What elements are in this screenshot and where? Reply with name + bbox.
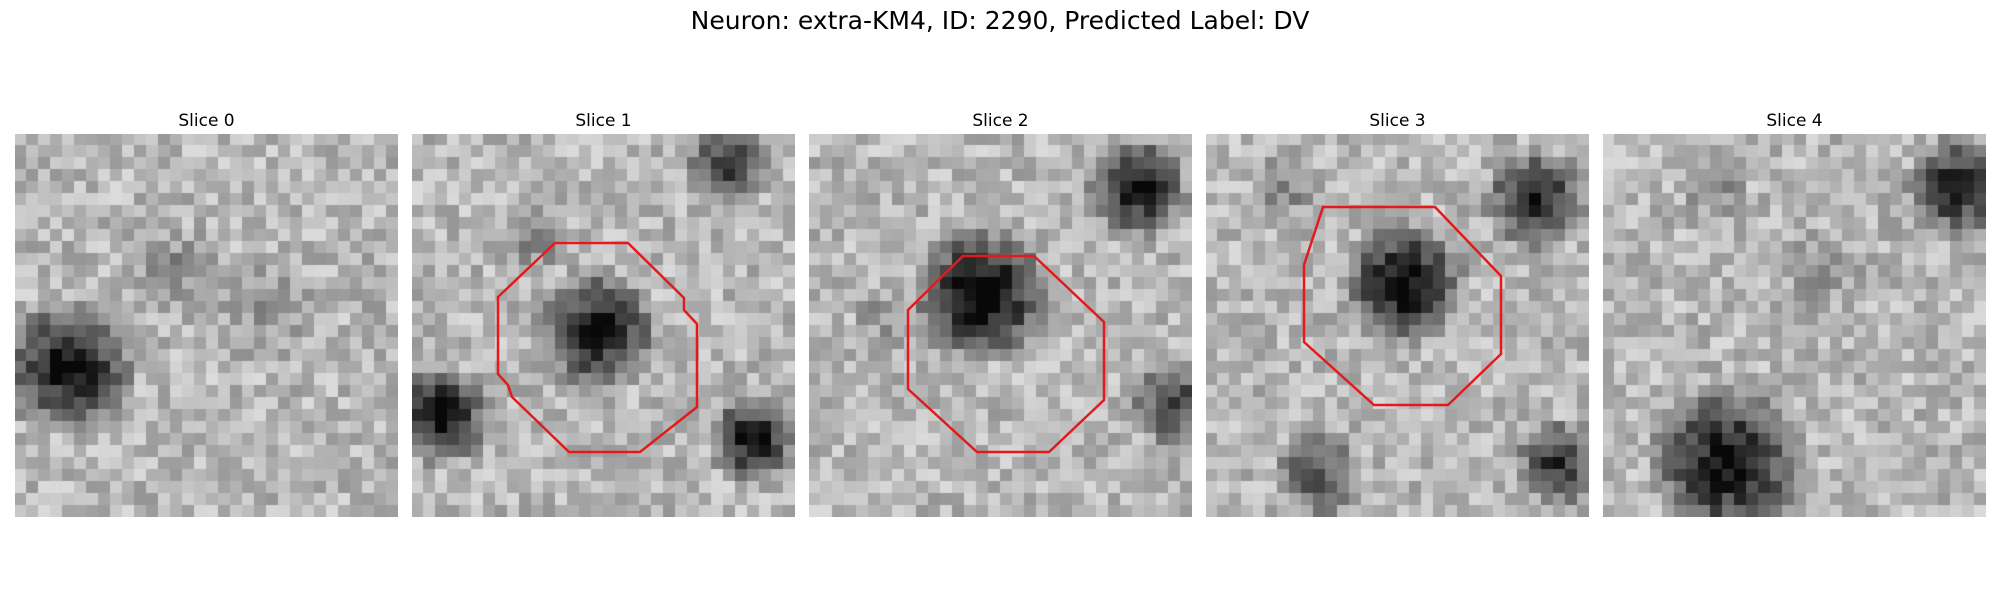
slice-image <box>1603 134 1986 517</box>
slice-outline <box>496 241 699 454</box>
slice-panel-1: Slice 1 <box>412 108 795 517</box>
slice-title: Slice 3 <box>1369 111 1426 131</box>
slice-panel-0: Slice 0 <box>15 108 398 517</box>
slice-panel-2: Slice 2 <box>809 108 1192 517</box>
slice-title: Slice 2 <box>972 111 1029 131</box>
slice-outline <box>1302 205 1503 407</box>
slice-title: Slice 4 <box>1766 111 1823 131</box>
slice-title: Slice 0 <box>178 111 235 131</box>
slice-panel-3: Slice 3 <box>1206 108 1589 517</box>
slice-outline <box>906 254 1106 454</box>
slice-image <box>1206 134 1589 517</box>
slice-panel-4: Slice 4 <box>1603 108 1986 517</box>
slice-image <box>15 134 398 517</box>
figure-title: Neuron: extra-KM4, ID: 2290, Predicted L… <box>690 6 1310 35</box>
slice-title: Slice 1 <box>575 111 632 131</box>
